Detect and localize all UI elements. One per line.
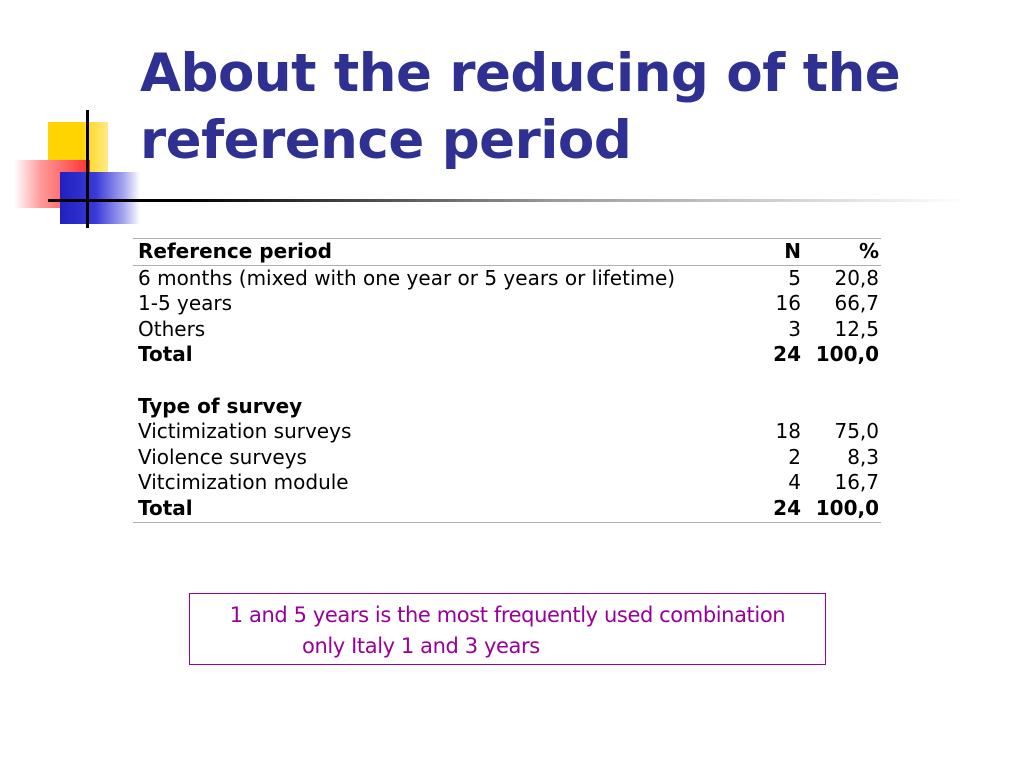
table-spacer-row bbox=[133, 368, 881, 394]
row-n: 16 bbox=[775, 291, 801, 316]
slide-title-line-2: reference period bbox=[140, 110, 632, 171]
survey-heading: Type of survey bbox=[138, 393, 303, 418]
note-line-1: 1 and 5 years is the most frequently use… bbox=[229, 603, 786, 627]
table-row: Vitcimization module 4 16,7 bbox=[133, 470, 881, 496]
header-n: N bbox=[763, 239, 803, 266]
header-reference-period: Reference period bbox=[133, 239, 763, 266]
table-row: Victimization surveys 18 75,0 bbox=[133, 419, 881, 445]
total-percent: 100,0 bbox=[815, 495, 879, 520]
row-label: 6 months (mixed with one year or 5 years… bbox=[138, 265, 676, 290]
data-table: Reference period N % 6 months (mixed wit… bbox=[133, 238, 881, 523]
row-percent: 75,0 bbox=[834, 419, 879, 444]
total-n: 24 bbox=[773, 495, 801, 520]
table-row: 1-5 years 16 66,7 bbox=[133, 291, 881, 317]
row-percent: 66,7 bbox=[834, 291, 879, 316]
row-label: Victimization surveys bbox=[138, 419, 352, 444]
note-box: 1 and 5 years is the most frequently use… bbox=[189, 593, 826, 665]
table-row: Others 3 12,5 bbox=[133, 317, 881, 343]
table-total-row: Total 24 100,0 bbox=[133, 342, 881, 368]
row-percent: 16,7 bbox=[834, 470, 879, 495]
row-n: 5 bbox=[788, 265, 801, 290]
decor-blue-square bbox=[60, 172, 140, 224]
row-percent: 8,3 bbox=[847, 444, 879, 469]
note-line-2: only Italy 1 and 3 years bbox=[302, 634, 540, 658]
header-percent: % bbox=[803, 239, 881, 266]
slide-title: About the reducing of the reference peri… bbox=[140, 40, 1000, 174]
row-label: Violence surveys bbox=[138, 444, 307, 469]
table-row: Violence surveys 2 8,3 bbox=[133, 445, 881, 471]
row-n: 3 bbox=[788, 316, 801, 341]
total-label: Total bbox=[138, 342, 193, 367]
decor-vertical-line bbox=[86, 110, 89, 228]
row-n: 2 bbox=[788, 444, 801, 469]
row-label: Others bbox=[138, 316, 206, 341]
total-label: Total bbox=[138, 495, 193, 520]
table-header-row: Reference period N % bbox=[133, 239, 881, 266]
row-percent: 12,5 bbox=[834, 316, 879, 341]
table-total-row: Total 24 100,0 bbox=[133, 496, 881, 522]
survey-heading-row: Type of survey bbox=[133, 394, 881, 420]
slide-title-line-1: About the reducing of the bbox=[140, 43, 901, 104]
row-percent: 20,8 bbox=[834, 265, 879, 290]
title-underline bbox=[48, 199, 968, 202]
total-n: 24 bbox=[773, 342, 801, 367]
row-n: 4 bbox=[788, 470, 801, 495]
total-percent: 100,0 bbox=[815, 342, 879, 367]
row-label: Vitcimization module bbox=[138, 470, 349, 495]
row-label: 1-5 years bbox=[138, 291, 233, 316]
table-row: 6 months (mixed with one year or 5 years… bbox=[133, 265, 881, 291]
row-n: 18 bbox=[775, 419, 801, 444]
